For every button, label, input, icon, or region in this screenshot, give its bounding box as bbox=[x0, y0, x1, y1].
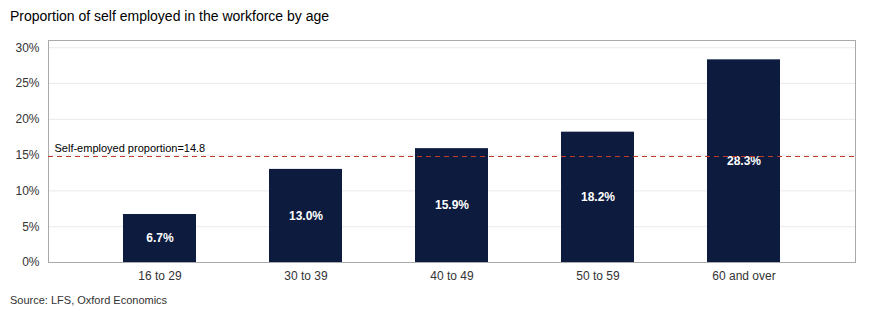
svg-text:28.3%: 28.3% bbox=[727, 154, 761, 168]
html-text:Proportion of self employed in: Proportion of self employed in the workf… bbox=[10, 8, 330, 24]
svg-text:0%: 0% bbox=[22, 255, 40, 269]
svg-text:10%: 10% bbox=[15, 184, 39, 198]
svg-text:50 to 59: 50 to 59 bbox=[576, 269, 620, 283]
html-text:Source: LFS, Oxford Economics: Source: LFS, Oxford Economics bbox=[10, 294, 168, 306]
svg-text:25%: 25% bbox=[15, 76, 39, 90]
svg-text:30%: 30% bbox=[15, 41, 39, 55]
svg-text:6.7%: 6.7% bbox=[146, 231, 174, 245]
svg-text:40 to 49: 40 to 49 bbox=[430, 269, 474, 283]
svg-text:16 to 29: 16 to 29 bbox=[138, 269, 182, 283]
svg-text:5%: 5% bbox=[22, 220, 40, 234]
svg-text:15%: 15% bbox=[15, 148, 39, 162]
svg-text:13.0%: 13.0% bbox=[289, 209, 323, 223]
svg-text:20%: 20% bbox=[15, 112, 39, 126]
svg-text:18.2%: 18.2% bbox=[581, 190, 615, 204]
svg-text:15.9%: 15.9% bbox=[435, 198, 469, 212]
svg-text:60 and over: 60 and over bbox=[712, 269, 775, 283]
svg-text:Self-employed proportion=14.8: Self-employed proportion=14.8 bbox=[55, 142, 206, 154]
svg-text:30 to 39: 30 to 39 bbox=[284, 269, 328, 283]
